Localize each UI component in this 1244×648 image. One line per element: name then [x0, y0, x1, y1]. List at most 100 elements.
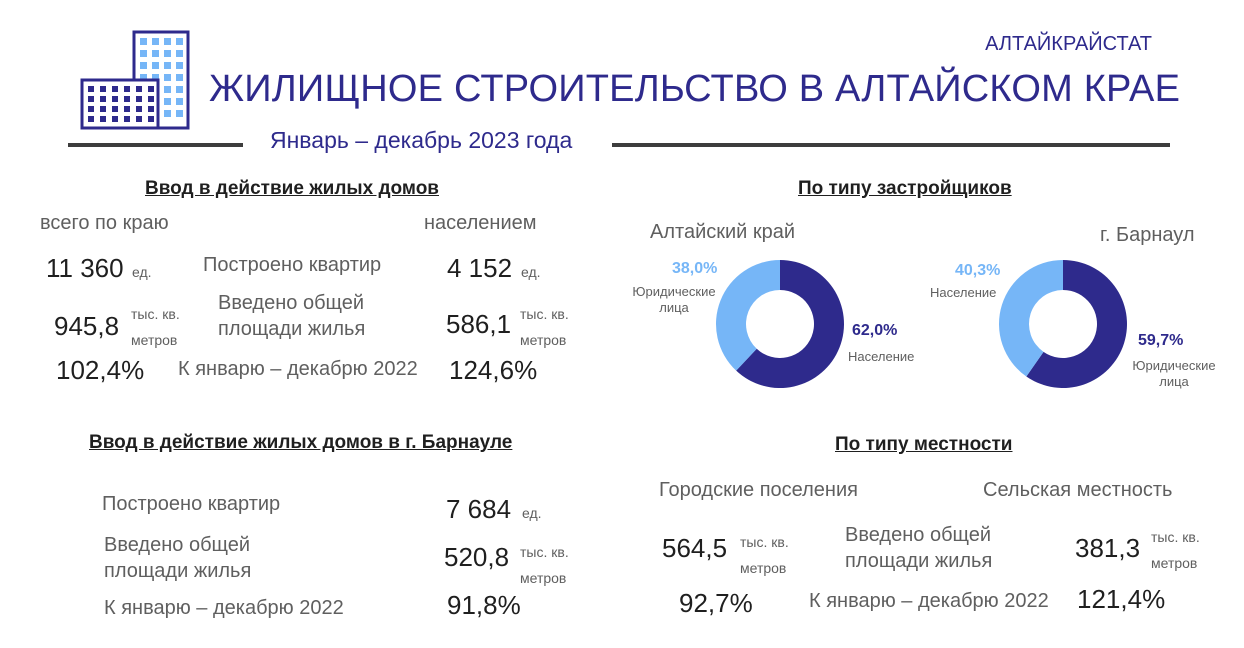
- barnaul-area-unit: тыс. кв. метров: [520, 544, 569, 586]
- building-window: [88, 96, 94, 102]
- building-window: [140, 38, 147, 45]
- building-window: [176, 110, 183, 117]
- area-label: Введено общей площади жилья: [218, 292, 366, 340]
- pie2-slice1-value: 59,7%: [1138, 332, 1184, 349]
- col-urban-label: Городские поселения: [659, 479, 858, 501]
- pie1-title: Алтайский край: [650, 221, 796, 243]
- building-window: [176, 98, 183, 105]
- pie1-slice2-value: 38,0%: [672, 260, 718, 277]
- pie2-title: г. Барнаул: [1100, 224, 1195, 246]
- building-window: [136, 86, 142, 92]
- total-area-unit: тыс. кв. метров: [131, 306, 180, 348]
- population-growth-value: 124,6%: [449, 355, 538, 385]
- building-window: [112, 86, 118, 92]
- rural-area-value: 381,3: [1075, 533, 1141, 563]
- total-flats-value: 11 360: [46, 253, 124, 283]
- population-area-value: 586,1: [446, 309, 512, 339]
- building-window: [164, 50, 171, 57]
- buildings-icon: [80, 30, 190, 130]
- col-total-label: всего по краю: [40, 212, 169, 234]
- building-window: [176, 74, 183, 81]
- building-window: [124, 96, 130, 102]
- total-area-value: 945,8: [54, 311, 120, 341]
- barnaul-area-label: Введено общей площади жилья: [104, 534, 252, 582]
- growth-label: К январю – декабрю 2022: [178, 358, 418, 380]
- building-window: [164, 62, 171, 69]
- building-window: [164, 110, 171, 117]
- building-window: [136, 96, 142, 102]
- pie2-slice2-label: Население: [930, 285, 997, 300]
- urban-area-value: 564,5: [662, 533, 728, 563]
- building-window: [100, 116, 106, 122]
- locality-area-label: Введено общей площади жилья: [845, 524, 993, 572]
- building-window: [88, 86, 94, 92]
- building-window: [176, 86, 183, 93]
- pie1-slice1-value: 62,0%: [852, 322, 898, 339]
- pie-slice-1: [736, 260, 844, 388]
- barnaul-flats-value: 7 684: [446, 494, 512, 524]
- pie2-slice2-value: 40,3%: [955, 262, 1001, 279]
- building-window: [152, 62, 159, 69]
- building-window: [88, 116, 94, 122]
- urban-growth-value: 92,7%: [679, 588, 753, 618]
- building-window: [124, 116, 130, 122]
- barnaul-flats-unit: ед.: [522, 505, 542, 521]
- building-window: [100, 106, 106, 112]
- building-window: [140, 74, 147, 81]
- building-window: [136, 106, 142, 112]
- pie-chart-region: [716, 260, 844, 388]
- pie1-slice1-label: Население: [848, 349, 915, 364]
- pie-chart-barnaul: [999, 260, 1127, 388]
- col-rural-label: Сельская местность: [983, 479, 1173, 501]
- period-subtitle: Январь – декабрь 2023 года: [270, 127, 573, 153]
- barnaul-flats-label: Построено квартир: [102, 493, 281, 515]
- building-window: [148, 96, 154, 102]
- flats-built-label: Построено квартир: [203, 254, 382, 276]
- building-window: [176, 38, 183, 45]
- building-window: [164, 74, 171, 81]
- building-window: [112, 106, 118, 112]
- building-window: [140, 50, 147, 57]
- building-window: [100, 96, 106, 102]
- pie1-slice2-label: Юридические лица: [632, 284, 716, 315]
- building-window: [152, 50, 159, 57]
- building-window: [148, 86, 154, 92]
- header-rule-right: [612, 143, 1170, 147]
- locality-heading: По типу местности: [835, 434, 1013, 455]
- pie-slice-1: [1026, 260, 1127, 388]
- building-window: [112, 116, 118, 122]
- building-window: [148, 106, 154, 112]
- locality-growth-label: К январю – декабрю 2022: [809, 590, 1049, 612]
- total-growth-value: 102,4%: [56, 355, 145, 385]
- building-window: [124, 106, 130, 112]
- barnaul-area-value: 520,8: [444, 542, 510, 572]
- building-window: [164, 98, 171, 105]
- building-window: [112, 96, 118, 102]
- pie-slice-2: [999, 260, 1063, 377]
- page-title: ЖИЛИЩНОЕ СТРОИТЕЛЬСТВО В АЛТАЙСКОМ КРАЕ: [209, 68, 1181, 110]
- building-window: [88, 106, 94, 112]
- pie-slice-2: [716, 260, 780, 371]
- pie2-slice1-label: Юридические лица: [1132, 358, 1216, 389]
- housing-heading: Ввод в действие жилых домов: [145, 178, 439, 199]
- building-window: [176, 50, 183, 57]
- building-window: [152, 38, 159, 45]
- header-rule-left: [68, 143, 243, 147]
- org-name: АЛТАЙКРАЙСТАТ: [985, 33, 1152, 55]
- building-window: [164, 38, 171, 45]
- population-flats-value: 4 152: [447, 253, 513, 283]
- barnaul-growth-label: К январю – декабрю 2022: [104, 597, 344, 619]
- building-window: [176, 62, 183, 69]
- building-window: [164, 86, 171, 93]
- developers-heading: По типу застройщиков: [798, 178, 1012, 199]
- building-window: [148, 116, 154, 122]
- population-area-unit: тыс. кв. метров: [520, 306, 569, 348]
- building-window: [124, 86, 130, 92]
- barnaul-heading: Ввод в действие жилых домов в г. Барнаул…: [89, 432, 513, 453]
- population-flats-unit: ед.: [521, 264, 541, 280]
- urban-area-unit: тыс. кв. метров: [740, 534, 789, 576]
- building-window: [152, 74, 159, 81]
- rural-area-unit: тыс. кв. метров: [1151, 529, 1200, 571]
- rural-growth-value: 121,4%: [1077, 584, 1166, 614]
- total-flats-unit: ед.: [132, 264, 152, 280]
